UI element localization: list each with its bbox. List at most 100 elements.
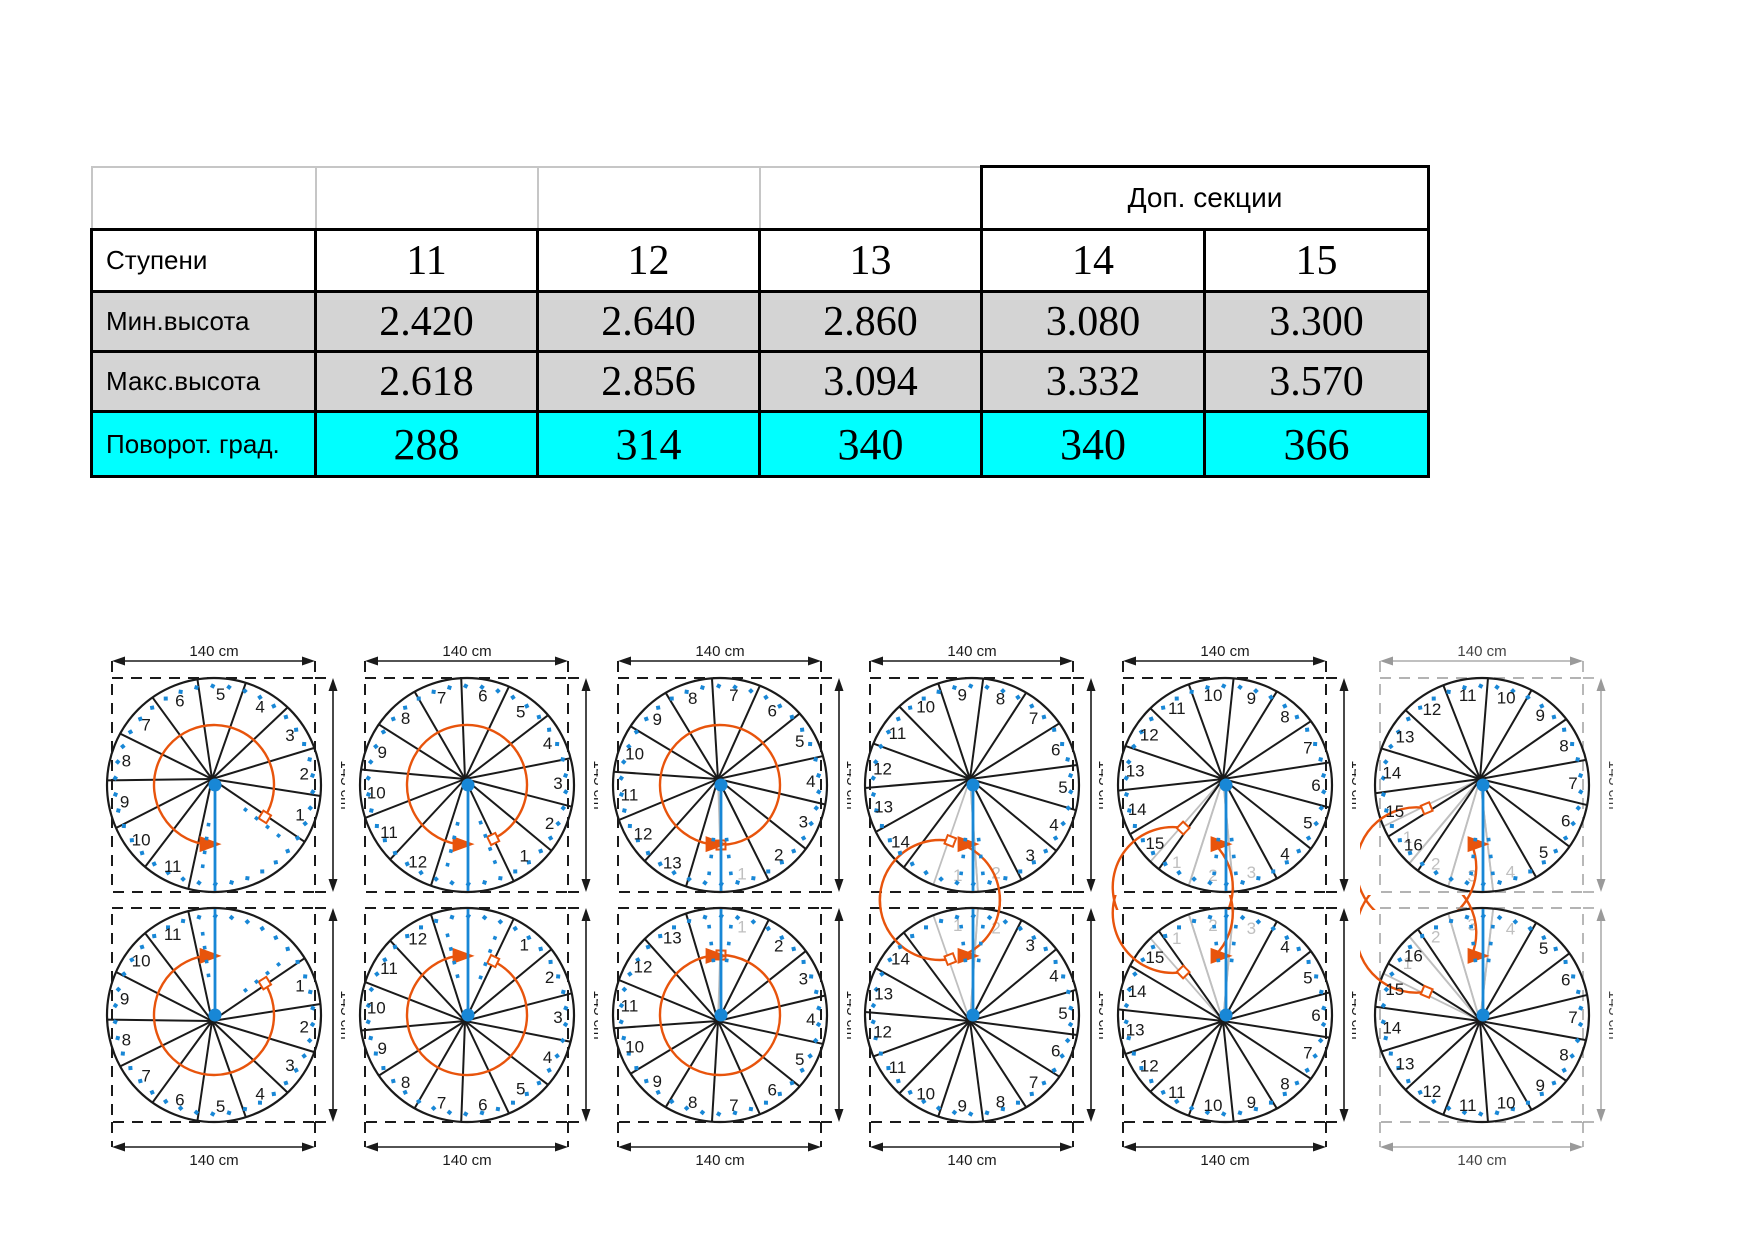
svg-text:10: 10 [1497,1094,1516,1113]
svg-text:1: 1 [1172,853,1181,872]
svg-text:3: 3 [285,726,294,745]
svg-text:14: 14 [1382,764,1401,783]
svg-text:4: 4 [543,734,552,753]
stair-plan-plan-bottom-steps-11: 140 cm 145 cm 1 2 3 4 5 6 78 910 11 [105,906,345,1169]
svg-text:9: 9 [653,1072,662,1091]
min-height-row: Мин.высота 2.420 2.640 2.860 3.080 3.300 [90,290,1430,353]
header-row: Доп. секции [90,165,1430,231]
svg-text:145 cm: 145 cm [1095,760,1103,809]
row-label: Поворот. град. [90,410,317,478]
svg-text:14: 14 [1128,982,1147,1001]
svg-text:140 cm: 140 cm [189,643,238,660]
svg-text:4: 4 [255,1084,264,1103]
svg-text:7: 7 [1029,1073,1038,1092]
svg-text:7: 7 [1568,1008,1577,1027]
rotation-value: 340 [980,410,1206,478]
svg-text:4: 4 [255,698,264,717]
empty-cell [314,165,539,231]
svg-text:11: 11 [1168,699,1186,718]
rotation-value: 366 [1203,410,1430,478]
svg-text:12: 12 [1422,700,1441,719]
min-height-value: 2.860 [758,290,983,353]
svg-text:16: 16 [1404,836,1423,855]
svg-text:1: 1 [1403,828,1412,847]
svg-text:145 cm: 145 cm [1348,760,1356,809]
svg-text:12: 12 [1140,726,1159,745]
svg-text:12: 12 [634,958,653,977]
svg-text:12: 12 [634,824,653,843]
rotation-row: Поворот. град. 288 314 340 340 366 [90,410,1430,478]
steps-row: Ступени 11 12 13 14 15 [90,228,1430,293]
svg-text:11: 11 [164,857,182,876]
svg-text:145 cm: 145 cm [1605,760,1613,809]
steps-value: 11 [314,228,539,293]
svg-text:6: 6 [1561,970,1570,989]
svg-text:7: 7 [437,689,446,708]
svg-text:9: 9 [1536,1076,1545,1095]
svg-text:13: 13 [663,854,682,873]
min-height-value: 3.300 [1203,290,1430,353]
svg-text:5: 5 [516,703,525,722]
svg-text:5: 5 [1058,778,1067,797]
svg-text:14: 14 [1128,800,1147,819]
svg-text:3: 3 [1247,919,1256,938]
svg-text:9: 9 [378,1039,387,1058]
steps-value: 14 [980,228,1206,293]
svg-text:13: 13 [874,798,893,817]
svg-text:140 cm: 140 cm [1200,1152,1249,1169]
svg-text:2: 2 [1431,928,1440,947]
svg-text:11: 11 [380,959,398,978]
svg-text:5: 5 [1058,1004,1067,1023]
svg-text:8: 8 [1559,1046,1568,1065]
svg-text:1: 1 [953,916,962,935]
svg-text:2: 2 [545,814,554,833]
svg-text:11: 11 [164,925,182,944]
svg-text:14: 14 [891,832,910,851]
svg-text:5: 5 [1303,814,1312,833]
svg-text:145 cm: 145 cm [337,760,345,809]
svg-text:3: 3 [285,1056,294,1075]
svg-text:10: 10 [367,784,386,803]
svg-text:2: 2 [545,968,554,987]
svg-text:8: 8 [1280,708,1289,727]
svg-text:6: 6 [1051,740,1060,759]
svg-text:7: 7 [729,686,738,705]
svg-text:5: 5 [1303,968,1312,987]
svg-text:9: 9 [653,710,662,729]
svg-text:4: 4 [1506,862,1515,881]
max-height-value: 2.856 [536,350,761,413]
svg-text:1: 1 [737,864,746,883]
svg-text:2: 2 [774,936,783,955]
svg-text:4: 4 [806,1010,815,1029]
svg-text:5: 5 [216,685,225,704]
svg-text:10: 10 [625,745,644,764]
svg-text:7: 7 [437,1093,446,1112]
dop-sections-header: Доп. секции [980,165,1430,231]
svg-text:4: 4 [1049,966,1058,985]
svg-text:4: 4 [543,1048,552,1067]
svg-text:12: 12 [873,759,892,778]
svg-text:140 cm: 140 cm [695,1152,744,1169]
svg-text:2: 2 [991,864,1000,883]
svg-text:2: 2 [991,918,1000,937]
max-height-value: 3.570 [1203,350,1430,413]
staircase-spec-table: Доп. секции Ступени 11 12 13 14 15 Мин.в… [90,165,1430,478]
svg-text:13: 13 [1396,728,1415,747]
svg-text:7: 7 [729,1096,738,1115]
svg-text:5: 5 [1539,939,1548,958]
svg-text:2: 2 [300,1017,309,1036]
svg-text:8: 8 [122,1030,131,1049]
svg-text:145 cm: 145 cm [843,760,851,809]
svg-text:12: 12 [408,852,427,871]
svg-text:11: 11 [889,1058,907,1077]
svg-text:15: 15 [1145,948,1164,967]
svg-text:145 cm: 145 cm [1095,990,1103,1039]
svg-text:13: 13 [1126,761,1145,780]
svg-text:1: 1 [295,976,304,995]
